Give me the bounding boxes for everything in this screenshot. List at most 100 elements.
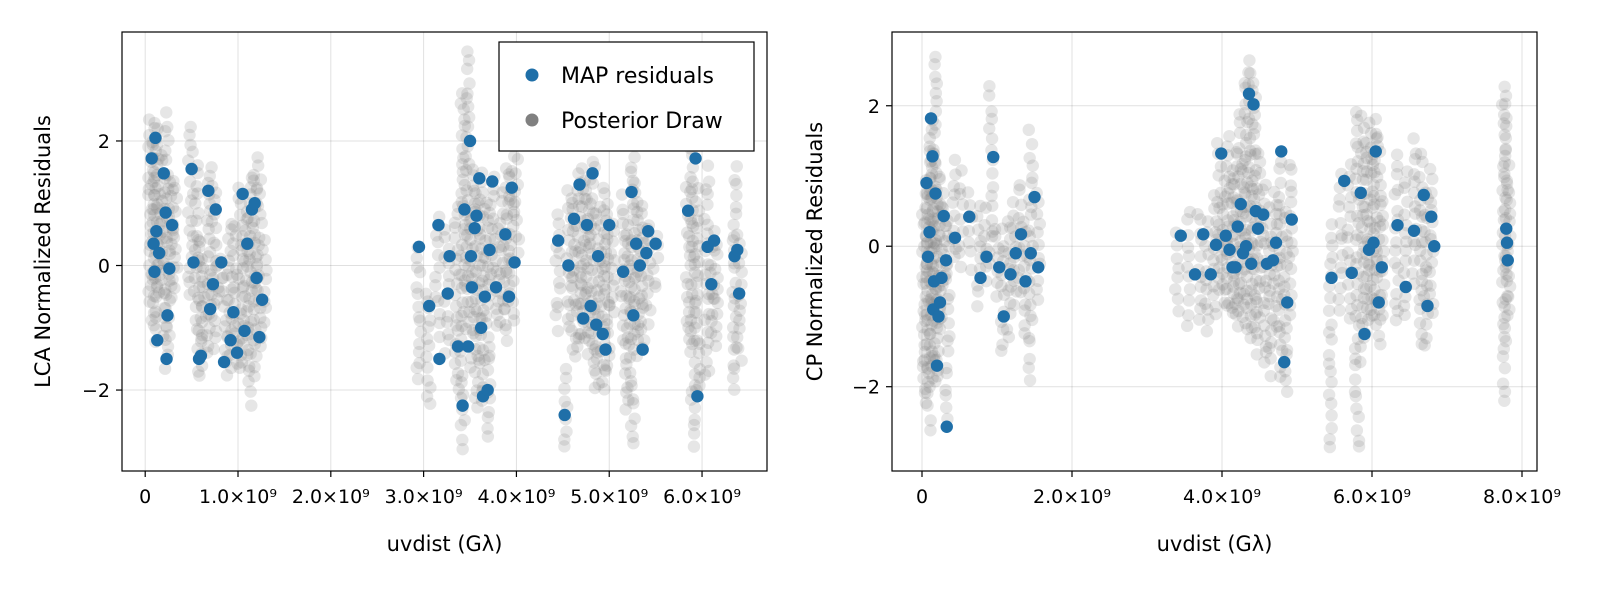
cp-posterior-point <box>930 95 943 108</box>
lca-posterior-point <box>481 214 495 227</box>
lca-posterior-point <box>466 163 479 176</box>
lca-posterior-point <box>440 315 454 329</box>
cp-plot-frame <box>891 31 1538 472</box>
cp-posterior-point <box>1498 171 1511 184</box>
lca-posterior-point <box>458 228 472 242</box>
lca-posterior-point <box>732 342 745 355</box>
cp-posterior-point <box>942 317 955 330</box>
cp-posterior-point <box>1371 131 1384 144</box>
lca-posterior-point <box>581 326 595 339</box>
lca-posterior-point <box>572 192 585 206</box>
lca-posterior-point <box>224 244 237 258</box>
lca-posterior-point <box>211 293 224 306</box>
cp-posterior-point <box>1364 303 1378 316</box>
cp-posterior-point <box>1018 304 1031 317</box>
lca-posterior-point <box>601 197 614 211</box>
lca-map-point <box>584 299 597 313</box>
lca-posterior-point <box>468 197 482 210</box>
lca-posterior-point <box>250 260 263 274</box>
lca-posterior-point <box>158 362 172 375</box>
cp-posterior-point <box>1408 186 1421 199</box>
lca-posterior-point <box>600 208 614 221</box>
cp-posterior-point <box>1226 210 1240 223</box>
lca-posterior-point <box>628 283 641 296</box>
lca-posterior-point <box>589 367 603 380</box>
cp-posterior-point <box>1350 124 1364 138</box>
lca-map-point <box>629 237 643 250</box>
cp-posterior-point <box>1324 257 1337 271</box>
cp-posterior-point <box>1251 147 1265 160</box>
lca-posterior-point <box>687 440 701 453</box>
cp-posterior-point <box>1498 361 1512 375</box>
lca-posterior-point <box>502 196 515 209</box>
lca-map-point <box>151 334 164 347</box>
lca-map-point <box>483 243 496 257</box>
cp-posterior-point <box>1259 178 1272 192</box>
lca-posterior-point <box>148 189 161 202</box>
lca-posterior-point <box>566 270 580 284</box>
lca-posterior-point <box>706 287 719 301</box>
lca-posterior-point <box>627 397 640 410</box>
cp-posterior-point <box>983 122 996 135</box>
lca-posterior-point <box>151 179 165 193</box>
lca-posterior-point <box>688 334 701 347</box>
cp-posterior-point <box>921 236 934 249</box>
lca-posterior-point <box>689 306 703 319</box>
cp-posterior-point <box>1247 128 1261 141</box>
cp-posterior-point <box>1199 239 1212 252</box>
cp-posterior-point <box>1268 269 1281 282</box>
lca-posterior-point <box>189 314 203 327</box>
lca-posterior-point <box>470 305 483 318</box>
cp-posterior-point <box>920 264 934 277</box>
lca-posterior-point <box>202 288 215 301</box>
lca-posterior-point <box>699 343 713 357</box>
cp-posterior-point <box>1257 296 1271 310</box>
cp-posterior-point <box>1023 334 1036 348</box>
lca-posterior-point <box>601 252 615 266</box>
lca-map-point <box>649 237 662 250</box>
lca-posterior-point <box>602 295 615 309</box>
cp-posterior-point <box>986 181 1000 194</box>
cp-posterior-point <box>1496 296 1509 309</box>
lca-posterior-point <box>165 237 178 251</box>
cp-posterior-point <box>1332 200 1346 213</box>
lca-posterior-point <box>203 245 217 259</box>
cp-posterior-point <box>1253 167 1267 180</box>
lca-posterior-point <box>163 176 177 189</box>
lca-posterior-point <box>561 295 574 308</box>
cp-posterior-point <box>1236 165 1249 178</box>
cp-posterior-point <box>1200 283 1213 296</box>
lca-posterior-point <box>210 238 223 252</box>
lca-posterior-point <box>689 294 703 308</box>
cp-posterior-point <box>1426 172 1439 186</box>
cp-posterior-point <box>1360 151 1373 165</box>
lca-posterior-point <box>683 240 696 254</box>
cp-posterior-point <box>1325 397 1338 410</box>
cp-posterior-point <box>1024 309 1037 323</box>
cp-posterior-point <box>1414 147 1428 161</box>
lca-map-point <box>499 228 512 241</box>
cp-posterior-point <box>1323 433 1336 446</box>
lca-posterior-point <box>152 286 166 299</box>
cp-posterior-point <box>1259 346 1273 359</box>
lca-posterior-point <box>147 289 161 303</box>
cp-posterior-point <box>1418 339 1431 352</box>
cp-posterior-point <box>1242 66 1255 79</box>
cp-posterior-point <box>928 58 941 71</box>
cp-posterior-point <box>1333 304 1346 317</box>
lca-posterior-point <box>704 266 717 280</box>
lca-posterior-point <box>594 300 608 313</box>
lca-posterior-point <box>503 266 516 280</box>
lca-posterior-point <box>607 279 620 292</box>
lca-map-point <box>486 175 499 188</box>
lca-posterior-point <box>163 244 176 257</box>
cp-posterior-point <box>955 164 968 177</box>
lca-posterior-point <box>239 224 252 237</box>
cp-posterior-point <box>1357 291 1370 305</box>
cp-posterior-point <box>1323 440 1337 454</box>
cp-posterior-point <box>1240 270 1254 283</box>
lca-map-point <box>580 218 594 232</box>
cp-posterior-point <box>1030 207 1044 221</box>
lca-posterior-point <box>580 286 593 299</box>
cp-posterior-point <box>985 105 998 118</box>
